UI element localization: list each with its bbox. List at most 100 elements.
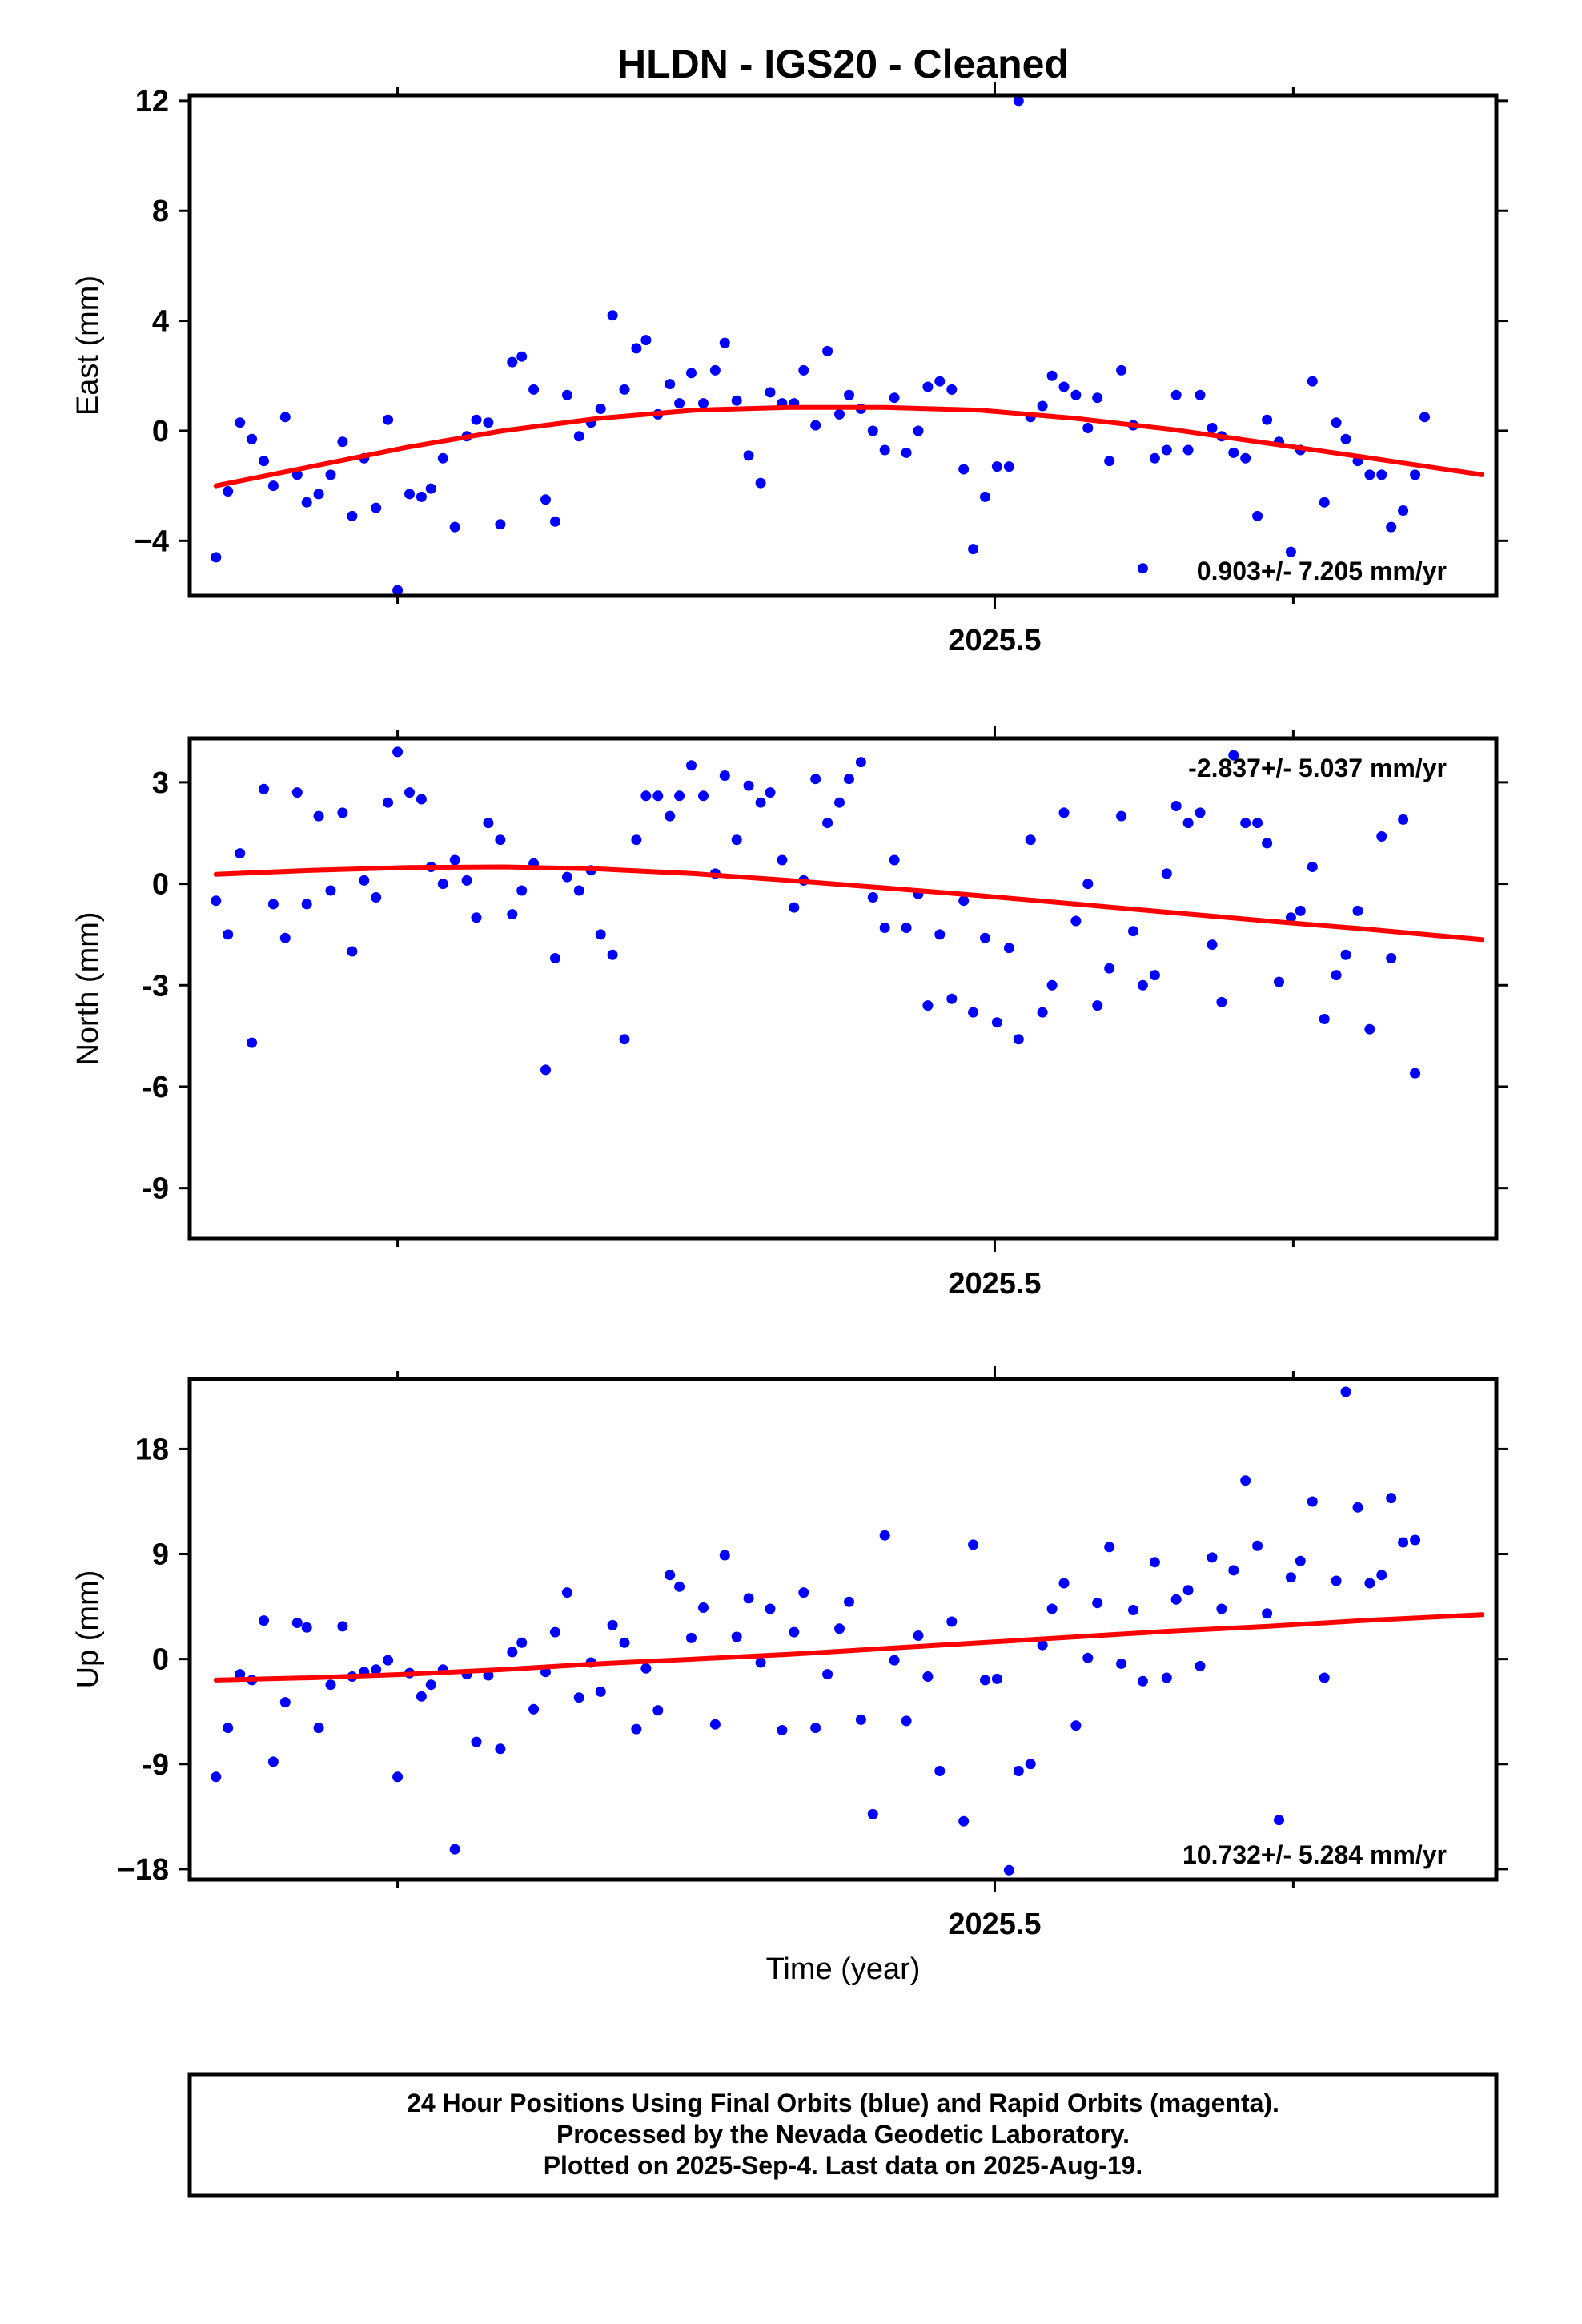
east-point bbox=[449, 521, 460, 533]
north-plot-frame bbox=[187, 736, 1499, 1241]
north-point bbox=[652, 790, 664, 802]
east-point bbox=[235, 417, 246, 428]
east-point bbox=[946, 384, 958, 395]
north-point bbox=[1285, 912, 1296, 923]
north-ytick-label: -6 bbox=[142, 1071, 169, 1104]
up-point bbox=[267, 1756, 279, 1767]
up-point bbox=[1170, 1594, 1182, 1605]
north-point bbox=[507, 909, 518, 920]
north-point bbox=[404, 787, 415, 798]
north-point bbox=[383, 797, 394, 808]
east-point bbox=[1386, 521, 1397, 533]
east-point bbox=[1262, 414, 1273, 425]
up-ytick-label: 9 bbox=[152, 1538, 169, 1572]
up-point bbox=[1410, 1534, 1421, 1546]
north-point bbox=[392, 746, 404, 758]
east-point bbox=[709, 364, 721, 376]
up-point bbox=[980, 1675, 990, 1686]
east-point bbox=[516, 351, 528, 362]
east-point bbox=[834, 408, 845, 420]
north-point bbox=[822, 818, 833, 829]
east-point bbox=[607, 310, 618, 321]
east-point bbox=[698, 398, 709, 409]
east-point bbox=[1195, 389, 1206, 400]
east-point bbox=[279, 412, 291, 423]
up-y-axis-label: Up (mm) bbox=[71, 1570, 105, 1689]
north-point bbox=[1307, 862, 1318, 872]
north-point bbox=[1352, 905, 1363, 916]
east-point bbox=[665, 379, 676, 390]
up-point bbox=[698, 1602, 709, 1613]
north-point bbox=[834, 797, 845, 808]
up-point bbox=[573, 1692, 584, 1703]
up-point bbox=[958, 1815, 970, 1827]
up-point bbox=[371, 1664, 382, 1675]
up-point bbox=[665, 1570, 676, 1581]
up-point bbox=[652, 1705, 664, 1716]
east-point bbox=[879, 444, 890, 456]
east-point bbox=[934, 376, 946, 387]
east-point bbox=[1240, 452, 1251, 464]
north-point bbox=[461, 875, 472, 886]
up-point bbox=[810, 1723, 821, 1734]
up-point bbox=[392, 1771, 404, 1783]
east-point bbox=[540, 494, 551, 505]
east-ytick-label: −4 bbox=[135, 525, 169, 558]
up-point bbox=[607, 1619, 618, 1630]
east-point bbox=[247, 433, 258, 444]
north-point bbox=[516, 885, 528, 896]
north-point bbox=[359, 875, 370, 886]
up-point bbox=[834, 1623, 845, 1634]
up-point bbox=[934, 1766, 946, 1776]
east-point bbox=[755, 477, 766, 489]
east-point bbox=[822, 345, 833, 356]
up-point bbox=[528, 1703, 540, 1715]
up-point bbox=[1352, 1502, 1363, 1513]
east-point bbox=[1398, 505, 1409, 516]
east-xtick-label: 2025.5 bbox=[948, 624, 1041, 657]
east-point bbox=[810, 420, 821, 431]
east-point bbox=[313, 489, 324, 500]
north-point bbox=[731, 834, 742, 846]
east-point bbox=[922, 381, 934, 392]
north-point bbox=[991, 1017, 1002, 1028]
north-point bbox=[1252, 818, 1263, 829]
up-point bbox=[1274, 1815, 1284, 1826]
north-point bbox=[958, 895, 970, 907]
up-point bbox=[1128, 1605, 1138, 1615]
up-point bbox=[1082, 1652, 1094, 1663]
up-point bbox=[719, 1550, 730, 1561]
up-point bbox=[619, 1637, 630, 1648]
north-point bbox=[416, 794, 427, 805]
north-fit-line bbox=[213, 864, 1485, 943]
east-point bbox=[1285, 546, 1296, 557]
north-point bbox=[1046, 979, 1058, 991]
north-point bbox=[980, 932, 990, 943]
north-point bbox=[371, 892, 382, 903]
east-point bbox=[674, 398, 685, 409]
up-xtick-label: 2025.5 bbox=[948, 1908, 1041, 1941]
north-point bbox=[1161, 868, 1172, 879]
up-point bbox=[337, 1621, 348, 1632]
north-point bbox=[789, 902, 800, 913]
north-point bbox=[755, 797, 766, 808]
up-point bbox=[507, 1647, 518, 1658]
up-point bbox=[789, 1626, 800, 1638]
north-point bbox=[665, 810, 676, 822]
up-point bbox=[798, 1587, 809, 1598]
east-point bbox=[1410, 469, 1421, 480]
north-point bbox=[449, 854, 460, 866]
north-point bbox=[291, 787, 303, 798]
east-ytick-label: 12 bbox=[135, 85, 169, 119]
north-point bbox=[1082, 879, 1094, 890]
up-point bbox=[1398, 1537, 1409, 1548]
north-point bbox=[1386, 953, 1397, 963]
east-point bbox=[425, 483, 436, 494]
east-point bbox=[1331, 417, 1342, 428]
north-point bbox=[279, 932, 291, 943]
east-point bbox=[913, 425, 924, 436]
east-point bbox=[1376, 469, 1387, 480]
north-xtick-label: 2025.5 bbox=[948, 1267, 1041, 1301]
footer-line-3: Plotted on 2025-Sep-4. Last data on 2025… bbox=[544, 2151, 1143, 2180]
up-point bbox=[1207, 1552, 1218, 1563]
